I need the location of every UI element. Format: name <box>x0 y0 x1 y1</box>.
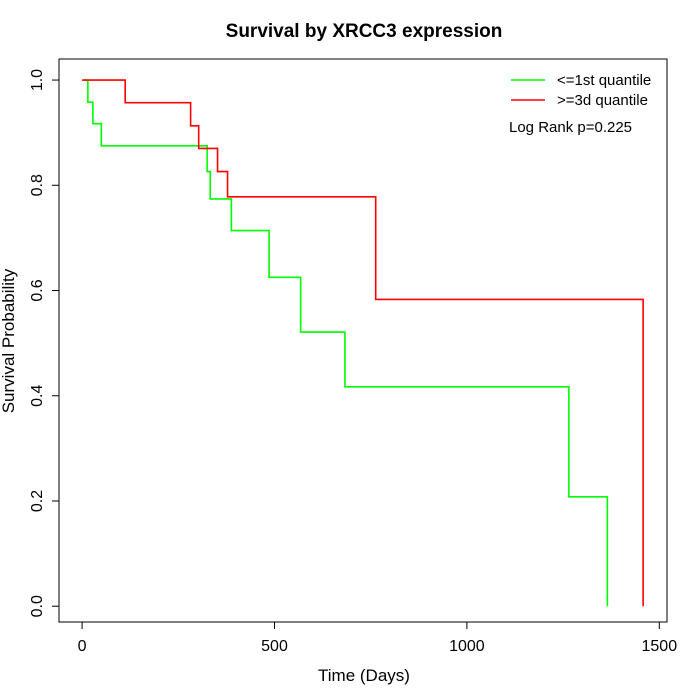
chart-title: Survival by XRCC3 expression <box>226 21 503 42</box>
y-tick-label: 1.0 <box>29 69 46 91</box>
y-tick-label: 0.4 <box>29 385 46 407</box>
series-line-2 <box>82 79 644 607</box>
x-tick-label: 1000 <box>449 638 485 655</box>
legend-label: <=1st quantile <box>557 72 651 89</box>
log-rank-annotation: Log Rank p=0.225 <box>509 119 632 136</box>
legend-label: >=3d quantile <box>557 92 648 109</box>
y-axis-label: Survival Probability <box>0 268 18 413</box>
plot-frame <box>58 58 668 623</box>
y-tick-label: 0.0 <box>29 595 46 617</box>
y-tick-label: 0.8 <box>29 174 46 196</box>
x-tick-label: 0 <box>78 638 87 655</box>
series-line-1 <box>84 79 609 607</box>
legend: <=1st quantile >=3d quantile <box>511 72 651 109</box>
x-axis-label: Time (Days) <box>318 666 410 685</box>
series-layer <box>82 79 644 607</box>
x-tick-label: 1500 <box>642 638 678 655</box>
y-tick-label: 0.2 <box>29 490 46 512</box>
x-axis: 0 500 1000 1500 <box>78 621 678 655</box>
y-tick-label: 0.6 <box>29 279 46 301</box>
y-axis: 0.0 0.2 0.4 0.6 0.8 1.0 <box>29 69 60 617</box>
x-tick-label: 500 <box>261 638 288 655</box>
